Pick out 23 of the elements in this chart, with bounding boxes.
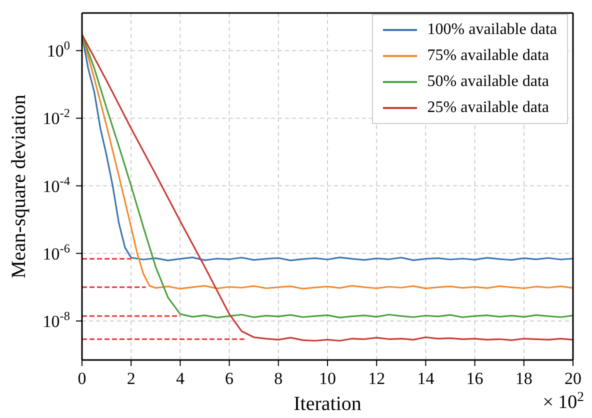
x-tick-label: 18 bbox=[515, 369, 532, 388]
y-axis-title: Mean-square deviation bbox=[8, 94, 30, 278]
legend-label: 25% available data bbox=[427, 99, 549, 117]
x-tick-label: 2 bbox=[126, 369, 136, 388]
y-tick-label: 10$^{0}$ bbox=[46, 38, 70, 61]
legend-label: 100% available data bbox=[427, 21, 557, 39]
x-tick-label: 4 bbox=[176, 369, 185, 388]
x-axis-title: Iteration bbox=[294, 393, 362, 415]
x-tick-label: 16 bbox=[466, 369, 484, 388]
x-tick-label: 10 bbox=[319, 369, 336, 388]
text: × 10$^{2}$ bbox=[542, 388, 584, 413]
y-tick-label: 10$^{-2}$ bbox=[42, 106, 70, 128]
x-tick-label: 14 bbox=[417, 369, 435, 388]
x-tick-label: 0 bbox=[78, 369, 86, 388]
x-tick-label: 12 bbox=[368, 369, 386, 388]
x-tick-label: 20 bbox=[564, 369, 582, 388]
y-tick-label: 10$^{-4}$ bbox=[42, 174, 70, 196]
y-tick-label: 10$^{-6}$ bbox=[42, 241, 70, 264]
y-tick-label: 10$^{-8}$ bbox=[42, 308, 70, 331]
x-tick-label: 6 bbox=[225, 369, 234, 388]
legend-label: 50% available data bbox=[427, 73, 549, 91]
x-tick-label: 8 bbox=[274, 369, 283, 388]
legend-label: 75% available data bbox=[427, 47, 549, 65]
